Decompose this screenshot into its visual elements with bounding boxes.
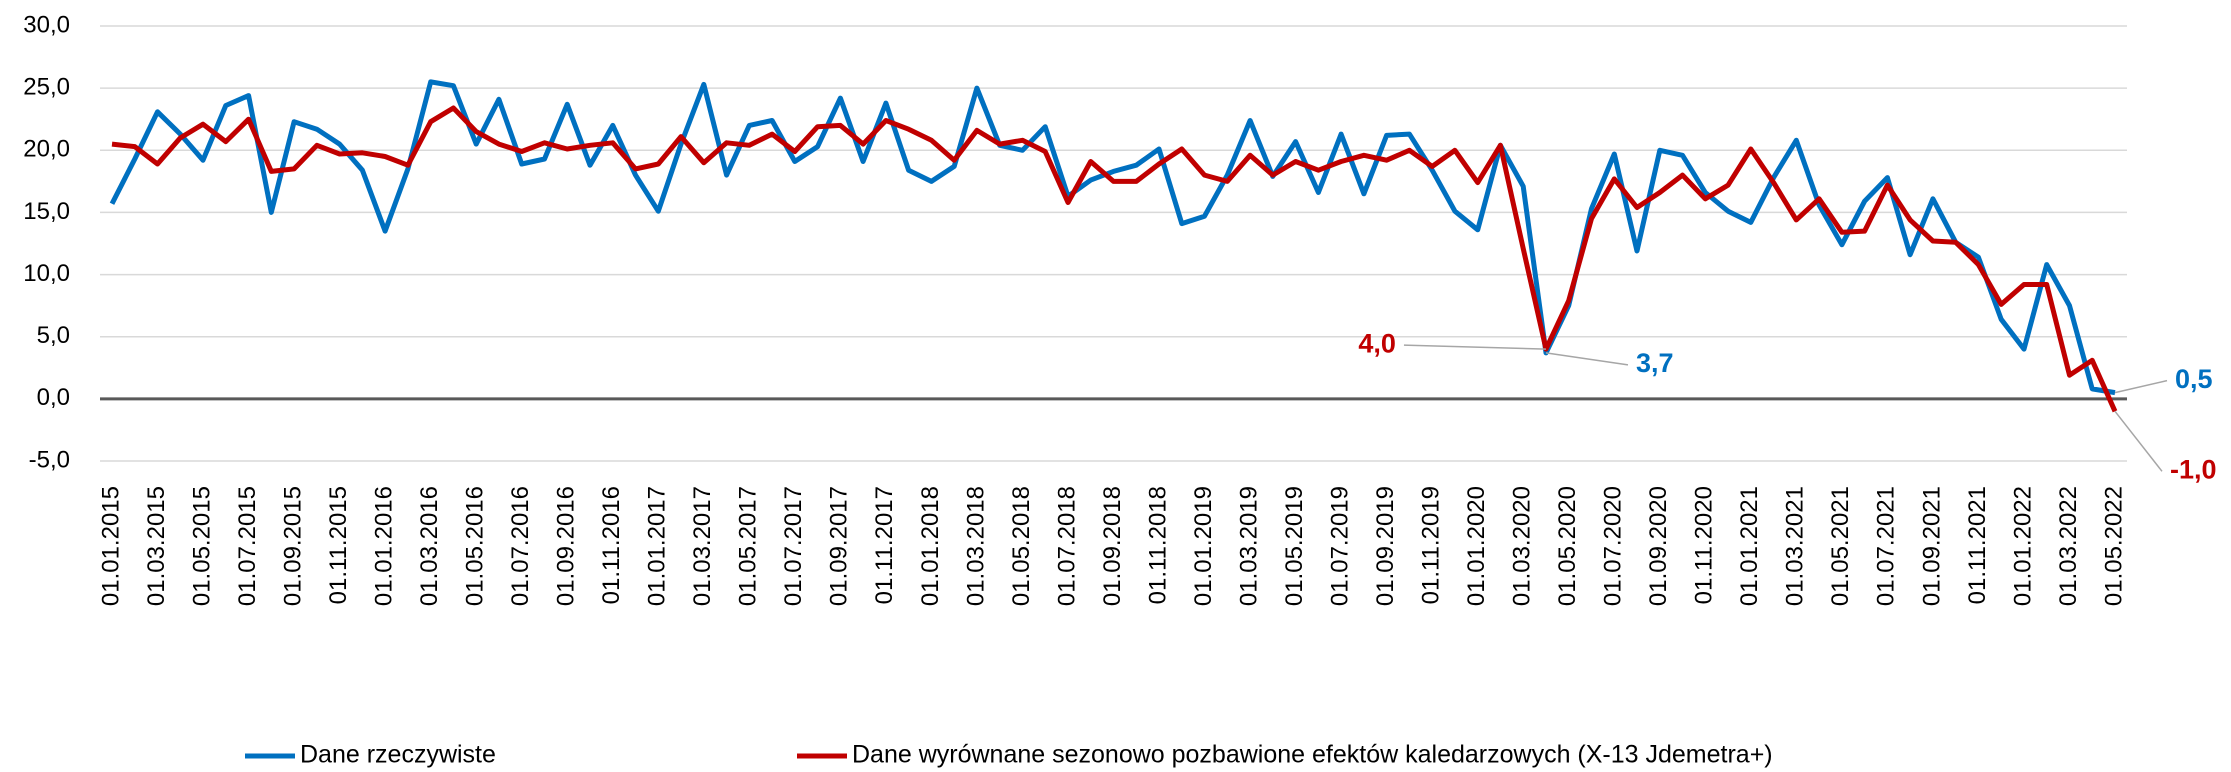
- y-tick-label: 0,0: [37, 384, 70, 411]
- x-tick-label: 01.03.2019: [1235, 486, 1262, 606]
- x-tick-label: 01.05.2015: [188, 486, 215, 606]
- x-tick-label: 01.01.2020: [1463, 486, 1490, 606]
- x-tick-label: 01.03.2017: [689, 486, 716, 606]
- x-tick-label: 01.03.2020: [1509, 486, 1536, 606]
- x-tick-label: 01.03.2016: [416, 486, 443, 606]
- x-tick-label: 01.11.2016: [598, 486, 625, 604]
- y-tick-label: 10,0: [23, 260, 70, 287]
- legend-label: Dane rzeczywiste: [300, 741, 496, 769]
- x-tick-label: 01.01.2018: [917, 486, 944, 606]
- x-tick-label: 01.11.2021: [1964, 486, 1991, 604]
- y-tick-label: 5,0: [37, 322, 70, 349]
- x-tick-label: 01.05.2021: [1827, 486, 1854, 606]
- series-line: [109, 79, 2116, 396]
- data-label: -1,0: [2170, 454, 2217, 484]
- x-tick-label: 01.09.2017: [826, 486, 853, 606]
- x-tick-label: 01.03.2018: [962, 486, 989, 606]
- x-tick-label: 01.05.2018: [1008, 486, 1035, 606]
- x-tick-label: 01.01.2017: [644, 486, 671, 606]
- x-tick-label: 01.09.2015: [279, 486, 306, 606]
- x-tick-label: 01.01.2021: [1736, 486, 1763, 606]
- leader-line: [2114, 379, 2168, 394]
- x-tick-label: 01.03.2022: [2055, 486, 2082, 606]
- leader-line: [1545, 352, 1629, 366]
- y-tick-label: 25,0: [23, 73, 70, 100]
- x-tick-label: 01.09.2020: [1645, 486, 1672, 606]
- x-tick-label: 01.07.2019: [1326, 486, 1353, 606]
- x-tick-label: 01.09.2018: [1099, 486, 1126, 606]
- x-tick-label: 01.09.2021: [1918, 486, 1945, 606]
- x-tick-label: 01.05.2019: [1281, 486, 1308, 606]
- x-tick-label: 01.05.2016: [462, 486, 489, 606]
- x-tick-label: 01.07.2018: [1053, 486, 1080, 606]
- x-tick-label: 01.11.2018: [1144, 486, 1171, 604]
- x-tick-label: 01.03.2015: [143, 486, 170, 606]
- x-tick-label: 01.09.2019: [1372, 486, 1399, 606]
- leader-line: [1403, 344, 1546, 350]
- x-tick-label: 01.11.2019: [1418, 486, 1445, 604]
- y-tick-label: 15,0: [23, 198, 70, 225]
- x-tick-label: 01.07.2016: [507, 486, 534, 606]
- x-tick-label: 01.07.2021: [1873, 486, 1900, 606]
- x-tick-label: 01.07.2020: [1600, 486, 1627, 606]
- x-tick-label: 01.05.2017: [735, 486, 762, 606]
- x-tick-label: 01.01.2015: [97, 486, 124, 606]
- x-tick-label: 01.01.2019: [1190, 486, 1217, 606]
- x-tick-label: 01.11.2015: [325, 486, 352, 604]
- x-tick-label: 01.07.2015: [234, 486, 261, 606]
- series-line: [111, 105, 2118, 413]
- data-label: 3,7: [1636, 348, 1674, 378]
- legend-label: Dane wyrównane sezonowo pozbawione efekt…: [852, 741, 1773, 769]
- x-tick-label: 01.09.2016: [553, 486, 580, 606]
- y-tick-label: 30,0: [23, 11, 70, 38]
- x-tick-label: 01.03.2021: [1782, 486, 1809, 606]
- leader-line: [2114, 410, 2163, 472]
- x-tick-label: 01.01.2016: [370, 486, 397, 606]
- x-tick-label: 01.11.2017: [871, 486, 898, 604]
- x-tick-label: 01.07.2017: [780, 486, 807, 606]
- data-label: 4,0: [1358, 328, 1396, 358]
- y-tick-label: 20,0: [23, 136, 70, 163]
- x-tick-label: 01.01.2022: [2009, 486, 2036, 606]
- x-tick-label: 01.11.2020: [1691, 486, 1718, 604]
- x-tick-label: 01.05.2022: [2100, 486, 2127, 606]
- y-tick-label: -5,0: [29, 446, 70, 473]
- x-tick-label: 01.05.2020: [1554, 486, 1581, 606]
- data-label: 0,5: [2175, 364, 2213, 394]
